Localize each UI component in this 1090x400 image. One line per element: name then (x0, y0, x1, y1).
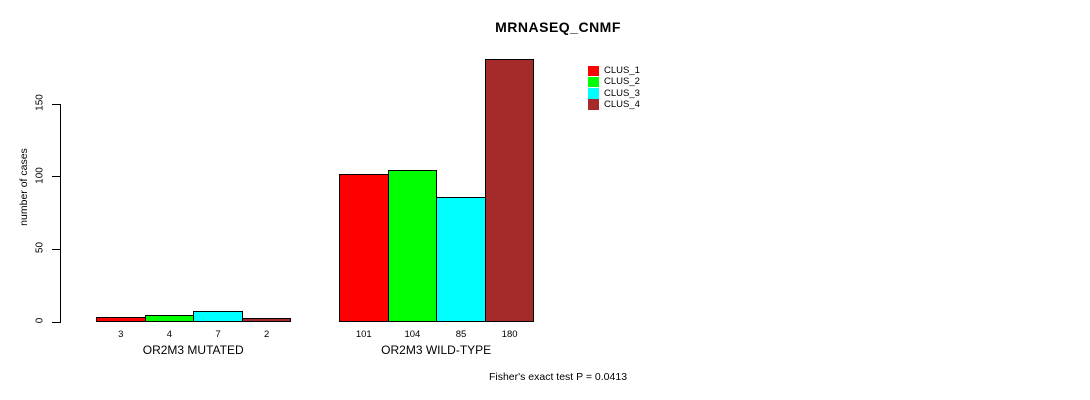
stat-annotation: Fisher's exact test P = 0.0413 (488, 371, 628, 383)
bar-value-label: 101 (355, 329, 372, 340)
bar-value-label: 85 (455, 329, 467, 340)
y-tick (52, 248, 61, 250)
category-label: OR2M3 WILD-TYPE (381, 343, 492, 357)
legend-label: CLUS_1 (604, 65, 640, 76)
legend-label: CLUS_3 (604, 87, 640, 99)
y-tick-label: 150 (34, 94, 46, 111)
chart-title: MRNASEQ_CNMF (495, 19, 621, 35)
legend-label: CLUS_2 (604, 76, 640, 88)
y-tick-label: 0 (34, 317, 46, 324)
bar-clus_1-1 (339, 174, 389, 322)
category-label: OR2M3 MUTATED (142, 343, 244, 357)
legend-swatch-clus_2 (588, 76, 599, 88)
bar-value-label: 2 (263, 329, 270, 340)
legend-swatch-clus_4 (588, 99, 599, 110)
bar-value-label: 180 (501, 329, 518, 340)
legend-swatch-clus_3 (588, 88, 599, 99)
y-axis-line (60, 104, 61, 323)
bar-clus_2-0 (144, 315, 195, 322)
legend-swatch-clus_1 (588, 65, 599, 76)
bar-value-label: 7 (215, 329, 221, 340)
bar-clus_2-1 (387, 170, 438, 322)
bar-value-label: 4 (166, 329, 173, 340)
bar-clus_4-0 (241, 318, 292, 322)
y-tick (52, 103, 61, 105)
y-tick (52, 176, 61, 178)
bar-value-label: 104 (404, 329, 421, 340)
y-axis-label: number of cases (18, 148, 30, 226)
bar-value-label: 3 (118, 329, 124, 340)
bar-clus_3-0 (193, 311, 243, 322)
y-tick-label: 50 (34, 242, 46, 254)
bar-clus_1-0 (96, 317, 146, 322)
bar-clus_3-1 (436, 197, 486, 322)
legend-label: CLUS_4 (604, 98, 640, 110)
y-tick-label: 100 (34, 166, 46, 184)
y-tick (52, 321, 61, 323)
bar-clus_4-1 (484, 59, 535, 322)
